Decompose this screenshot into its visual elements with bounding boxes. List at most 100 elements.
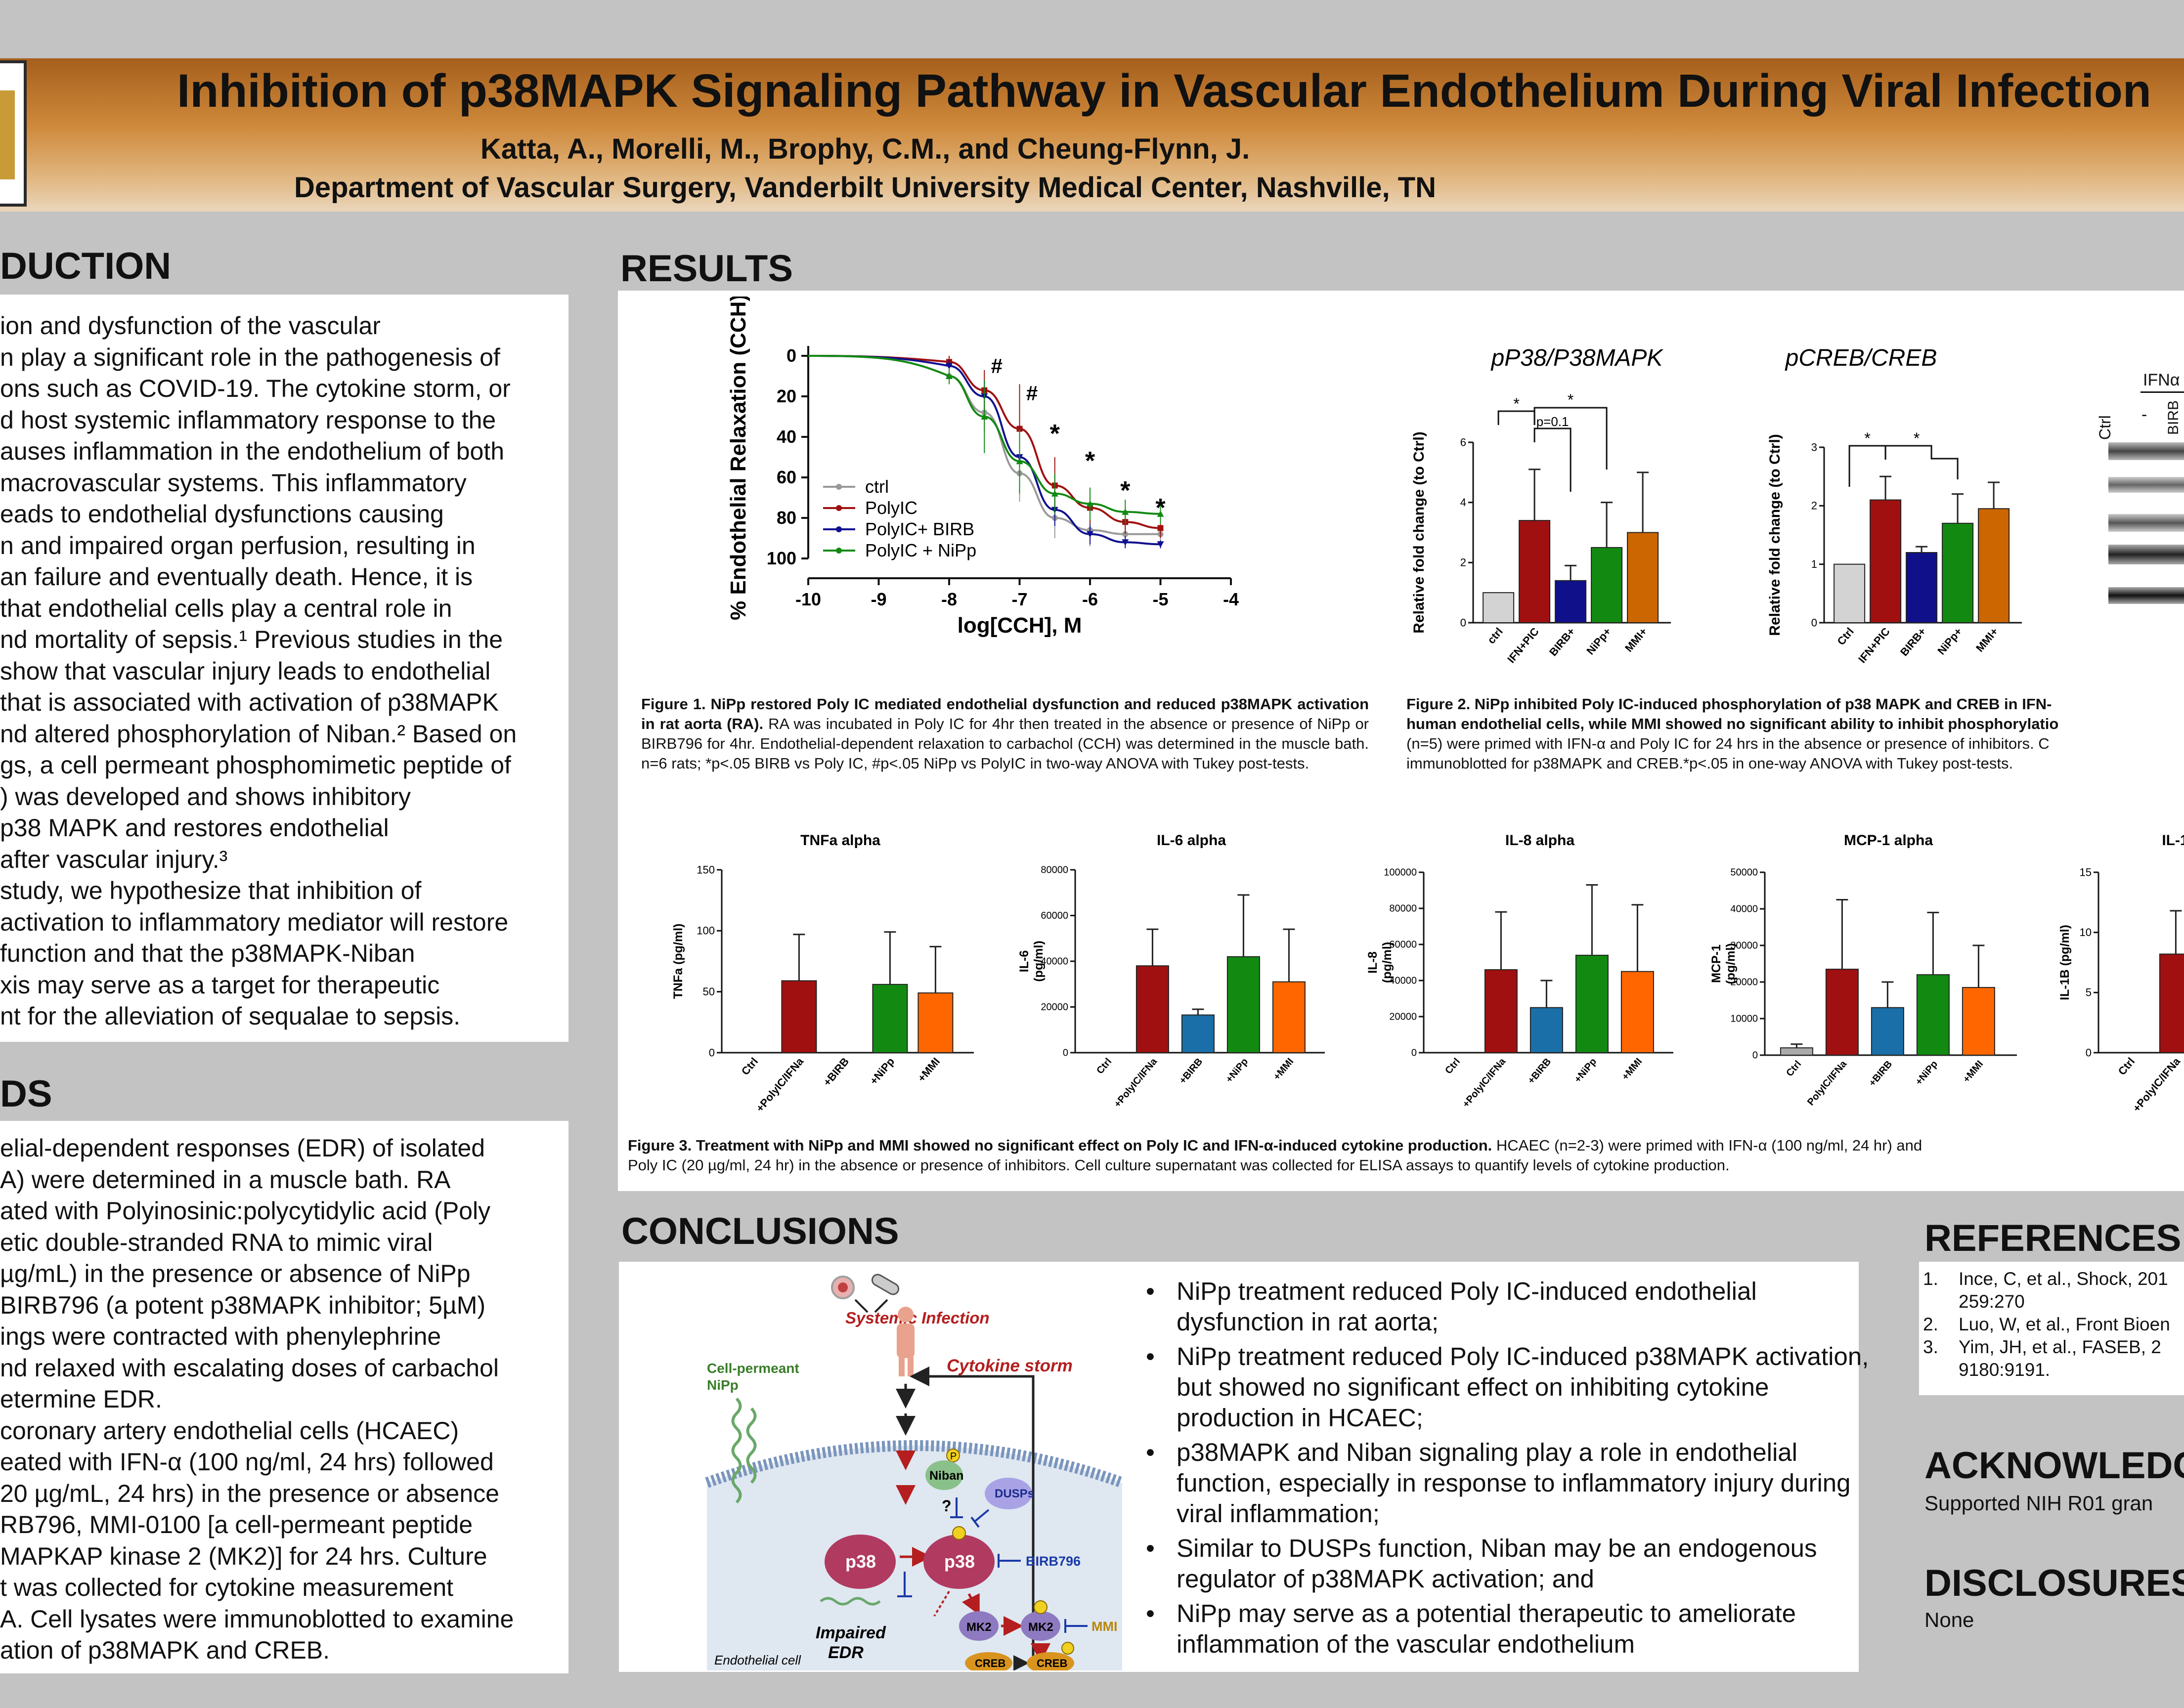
acknowledgements-text: Supported NIH R01 gran: [1924, 1492, 2153, 1515]
x-tick-label: Ctrl: [739, 1055, 761, 1077]
introduction-text: ion and dysfunction of the vascular n pla…: [0, 310, 517, 1032]
conclusion-bullet-text: NiPp treatment reduced Poly IC-induced p…: [1177, 1342, 1869, 1432]
y-tick-label: 10000: [1730, 1014, 1758, 1025]
blot-ctrl-label: Ctrl: [2096, 415, 2114, 440]
x-tick-label: +NiPp: [1914, 1059, 1940, 1087]
x-tick-label: ctrl: [1485, 625, 1505, 646]
data-point: [1157, 510, 1164, 517]
x-tick-label: MMI+: [1973, 625, 2001, 654]
x-tick-label: +NiPp: [1224, 1056, 1251, 1085]
methods-line: t was collected for cytokine measurement: [0, 1574, 454, 1601]
niban-icon: [925, 1460, 963, 1490]
conclusions-bullets: • NiPp treatment reduced Poly IC-induced …: [1146, 1276, 1883, 1660]
methods-line: coronary artery endothelial cells (HCAEC…: [0, 1416, 459, 1445]
legend-label: PolyIC: [865, 498, 917, 518]
x-tick-label: -9: [871, 589, 886, 609]
legend-marker: [836, 505, 842, 511]
bar: [1575, 954, 1609, 1053]
introduction-line: d host systemic inflammatory response to…: [0, 406, 496, 434]
introduction-line: after vascular injury.³: [0, 845, 228, 873]
x-tick-label: Ctrl: [2116, 1055, 2138, 1077]
impaired-label: Impaired: [816, 1623, 886, 1642]
chart-title: MCP-1 alpha: [1844, 832, 1933, 849]
references-heading: REFERENCES: [1924, 1217, 2182, 1259]
systemic-infection-label: Systemic Infection: [845, 1309, 990, 1327]
bar: [1519, 520, 1551, 623]
y-axis-label: % Endothelial Relaxation (CCH): [726, 297, 750, 620]
figure2-caption: Figure 2. NiPp inhibited Poly IC-induced…: [1406, 695, 2059, 772]
figure3-il1b-chart: IL-1 0 5 10 15 IL-1B (pg/ml) Ctrl+PolyIC/IFNa: [2058, 832, 2184, 1112]
introduction-line: n play a significant role in the pathoge…: [0, 343, 500, 371]
significance-marker: *: [1085, 447, 1095, 475]
y-tick-label: 40000: [1389, 976, 1417, 986]
university-logo: [0, 60, 27, 207]
introduction-line: ) was developed and shows inhibitory: [0, 782, 411, 811]
bar: [1916, 974, 1950, 1056]
sig-label: *: [1513, 395, 1519, 413]
methods-line: µg/mL) in the presence or absence of NiP…: [0, 1260, 471, 1287]
y-tick-label: 0: [786, 345, 796, 366]
edr-label: EDR: [828, 1643, 864, 1662]
x-tick-label: BIRB+: [1898, 625, 1928, 658]
y-tick-label: 0: [2086, 1046, 2092, 1059]
methods-box: [0, 1121, 568, 1673]
p38-icon: [825, 1535, 896, 1589]
figure3-mcp1-chart: MCP-1 alpha 0 10000 20000 30000 40000 50000 MCP…: [1709, 832, 2017, 1108]
x-axis-label: log[CCH], M: [958, 613, 1082, 638]
series-line: [808, 355, 1161, 546]
y-tick-label: 0: [1752, 1050, 1758, 1061]
y-tick-label: 4: [1460, 496, 1466, 509]
data-point: [946, 363, 953, 370]
conclusion-bullet: • Similar to DUSPs function, Niban may be…: [1146, 1533, 1883, 1594]
figure1-caption: Figure 1. NiPp restored Poly IC mediated…: [641, 695, 1369, 772]
bar: [1591, 547, 1623, 623]
bar: [1978, 508, 2010, 623]
data-point: [1087, 500, 1093, 507]
methods-line: ation of p38MAPK and CREB.: [0, 1636, 330, 1664]
introduction-line: that endothelial cells play a central ro…: [0, 594, 452, 622]
methods-line: ated with Polyinosinic:polycytidylic aci…: [0, 1197, 491, 1225]
creb-label: CREB: [975, 1657, 1005, 1669]
reference-text: Luo, W, et al., Front Bioen: [1959, 1314, 2170, 1334]
introduction-line: gs, a cell permeant phosphomimetic pepti…: [0, 751, 511, 779]
y-axis-label: IL-6: [1017, 950, 1031, 972]
reference-number: 2.: [1923, 1314, 1938, 1334]
y-axis-label: MCP-1: [1709, 944, 1723, 983]
x-tick-label: -6: [1082, 589, 1098, 609]
chart-title: TNFa alpha: [800, 832, 880, 849]
introduction-line: macrovascular systems. This inflammatory: [0, 469, 467, 497]
figure2b-bar-chart: pCREB/CREB 0 1 2 3 Relative fold change (to C…: [1767, 345, 2022, 665]
significance-marker: #: [991, 354, 1003, 378]
question-label: ?: [942, 1497, 952, 1515]
blot-ifn-label: IFNα: [2143, 371, 2180, 389]
data-point: [1157, 541, 1164, 548]
conclusion-bullet-text: Similar to DUSPs function, Niban may be …: [1177, 1534, 1817, 1593]
introduction-line: show that vascular injury leads to endot…: [0, 657, 491, 685]
bar: [2159, 953, 2184, 1054]
y-tick-label: 6: [1460, 436, 1466, 448]
conclusion-bullet-text: NiPp may serve as a potential therapeuti…: [1177, 1599, 1796, 1658]
x-tick-label: +NiPp: [1572, 1056, 1599, 1085]
y-tick-label: 0: [709, 1046, 715, 1059]
legend-marker: [836, 484, 842, 490]
reference-item: 3. Yim, JH, et al., FASEB, 2 9180:9191.: [1923, 1336, 2170, 1381]
bullet-dot: •: [1146, 1342, 1155, 1370]
figure3-caption: Figure 3. Treatment with NiPp and MMI sh…: [628, 1137, 1922, 1174]
x-tick-label: IFN+PIC: [1505, 625, 1541, 665]
y-tick-label: 0: [1063, 1048, 1068, 1059]
disclosures-heading: DISCLOSURES: [1924, 1562, 2184, 1604]
sig-bracket: [1497, 410, 1535, 425]
y-tick-label: 0: [1411, 1048, 1417, 1059]
reference-text: Ince, C, et al., Shock, 201: [1959, 1269, 2168, 1289]
x-tick-label: +BIRB: [1867, 1059, 1894, 1089]
poster-header: Inhibition of p38MAPK Signaling Pathway …: [0, 58, 2184, 212]
x-tick-label: +MMI: [1620, 1056, 1644, 1082]
data-point: [1122, 539, 1129, 546]
bar: [1136, 965, 1169, 1053]
conclusion-bullet: • p38MAPK and Niban signaling play a role…: [1146, 1437, 1883, 1529]
endothelial-cell-label: Endothelial cell: [714, 1653, 801, 1667]
x-tick-label: Ctrl: [1835, 625, 1856, 647]
methods-line: A) were determined in a muscle bath. RA: [0, 1165, 451, 1194]
conclusion-bullet: • NiPp treatment reduced Poly IC-induced …: [1146, 1341, 1883, 1433]
reference-item: 1. Ince, C, et al., Shock, 201 259:270: [1923, 1268, 2170, 1313]
